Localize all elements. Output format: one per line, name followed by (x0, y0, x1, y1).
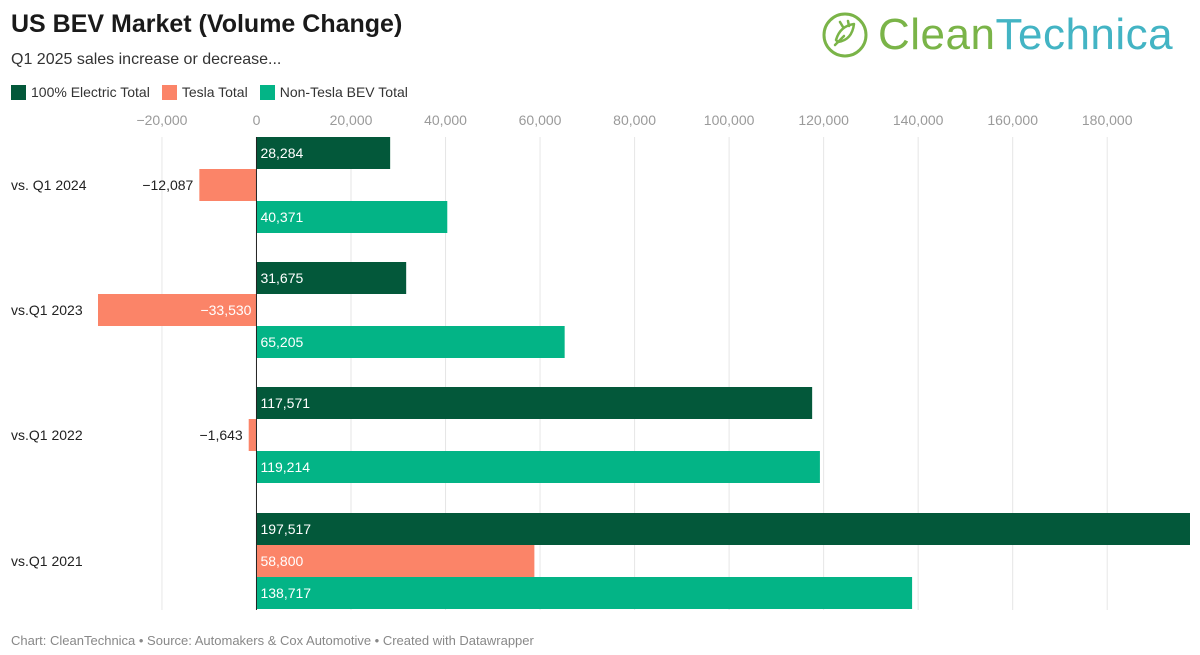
brand-word-technica: Technica (995, 10, 1174, 59)
x-tick-label: 60,000 (519, 112, 562, 128)
legend-label-nontesla: Non-Tesla BEV Total (279, 84, 408, 100)
bar (98, 294, 257, 326)
bar (199, 169, 257, 201)
data-label: 58,800 (260, 553, 303, 569)
data-label: −33,530 (200, 302, 251, 318)
x-tick-label: 120,000 (798, 112, 849, 128)
x-tick-label: 100,000 (704, 112, 755, 128)
bar (256, 545, 535, 577)
legend-label-tesla: Tesla Total (181, 84, 248, 100)
plug-leaf-icon (822, 12, 868, 58)
x-tick-label: 160,000 (987, 112, 1038, 128)
data-label: 65,205 (260, 334, 303, 350)
brand-logo: CleanTechnica (820, 10, 1173, 60)
legend-swatch-electric (11, 84, 26, 100)
brand-word-clean: Clean (878, 10, 996, 59)
x-tick-label: 140,000 (893, 112, 944, 128)
bar (256, 387, 813, 419)
x-tick-label: −20,000 (136, 112, 187, 128)
legend-item-electric: 100% Electric Total (11, 84, 150, 100)
data-label: 119,214 (260, 459, 310, 475)
data-label: 117,571 (260, 395, 310, 411)
chart-title: US BEV Market (Volume Change) (11, 10, 403, 38)
data-label: 28,284 (260, 145, 303, 161)
x-tick-label: 40,000 (424, 112, 467, 128)
bar-chart: −20,000 0 20,000 40,000 60,000 80,000 100,000 1… (11, 112, 1190, 610)
bar (256, 513, 1190, 545)
legend-swatch-nontesla (259, 84, 275, 100)
x-tick-label: 80,000 (613, 112, 656, 128)
legend: 100% Electric Total Tesla Total Non-Tesl… (11, 84, 408, 100)
category-label: vs. Q1 2024 (11, 177, 87, 193)
data-label: 197,517 (260, 521, 311, 537)
bar (256, 201, 448, 233)
data-label: −12,087 (142, 177, 193, 193)
bar (256, 577, 913, 609)
bar (256, 451, 820, 483)
x-tick-label: 180,000 (1082, 112, 1133, 128)
legend-swatch-tesla (161, 84, 177, 100)
data-label: 138,717 (260, 585, 311, 601)
bar (256, 137, 391, 169)
chart-footer: Chart: CleanTechnica • Source: Automaker… (11, 633, 534, 648)
bar (256, 326, 565, 358)
category-label: vs.Q1 2023 (11, 302, 83, 318)
data-label: 40,371 (260, 209, 303, 225)
legend-item-tesla: Tesla Total (161, 84, 248, 100)
bar (248, 419, 257, 451)
legend-label-electric: 100% Electric Total (31, 84, 150, 100)
data-label: 31,675 (260, 270, 303, 286)
x-tick-label: 0 (253, 112, 261, 128)
legend-item-nontesla: Non-Tesla BEV Total (259, 84, 408, 100)
brand-wordmark: CleanTechnica (878, 10, 1173, 60)
bar (256, 262, 407, 294)
data-label: −1,643 (199, 427, 242, 443)
category-label: vs.Q1 2021 (11, 553, 83, 569)
x-tick-label: 20,000 (330, 112, 373, 128)
chart-subtitle: Q1 2025 sales increase or decrease... (11, 51, 282, 68)
category-label: vs.Q1 2022 (11, 427, 83, 443)
